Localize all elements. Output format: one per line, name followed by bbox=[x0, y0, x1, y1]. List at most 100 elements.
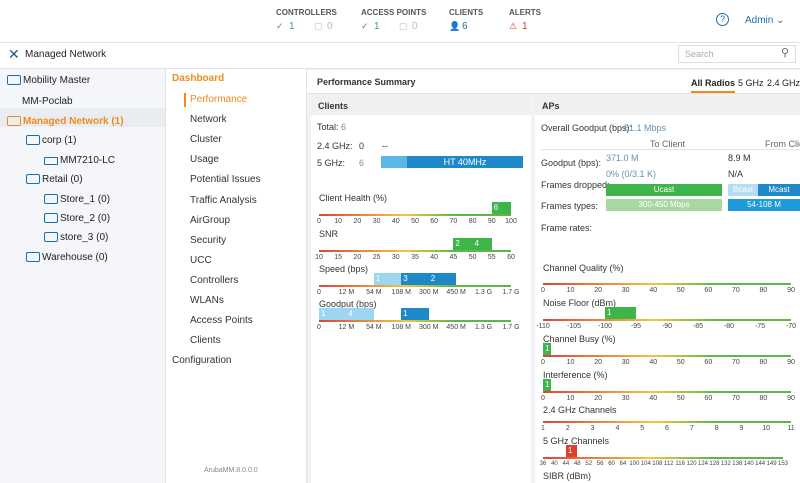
toolbar-title: Managed Network bbox=[25, 49, 107, 60]
menu-item[interactable]: UCC bbox=[190, 254, 212, 266]
tree-node[interactable]: corp (1) bbox=[42, 135, 77, 146]
stat-value[interactable]: 1 bbox=[289, 21, 295, 32]
histogram-tick: 0 bbox=[541, 359, 545, 366]
user-menu[interactable]: Admin ⌄ bbox=[745, 15, 785, 26]
tree-icon bbox=[26, 135, 40, 145]
radio-tab[interactable]: 2.4 GHz bbox=[767, 78, 800, 88]
histogram-tick: -110 bbox=[536, 323, 550, 330]
top-bar bbox=[0, 0, 800, 43]
menu-item[interactable]: AirGroup bbox=[190, 214, 231, 226]
radio-tab[interactable]: 5 GHz bbox=[738, 78, 764, 88]
histogram-tick: 52 bbox=[585, 461, 593, 467]
aps-panel-header bbox=[535, 96, 800, 115]
stat-value[interactable]: 6 bbox=[462, 21, 468, 32]
tree-icon bbox=[44, 194, 58, 204]
tree-selection bbox=[0, 108, 165, 127]
histogram-tick: -75 bbox=[754, 323, 766, 330]
help-icon[interactable]: ? bbox=[716, 13, 729, 26]
histogram-tick: 124 bbox=[697, 461, 708, 467]
client-row-value: 0 bbox=[359, 141, 365, 151]
ap-label: Frames dropped: bbox=[541, 180, 610, 190]
histogram-tick: 9 bbox=[739, 425, 744, 432]
histogram-tick: 116 bbox=[675, 461, 685, 467]
histogram-tick: 40 bbox=[430, 254, 439, 261]
tree-icon bbox=[7, 116, 21, 126]
tree-node[interactable]: Retail (0) bbox=[42, 174, 83, 185]
histogram-tick: 3 bbox=[590, 425, 595, 432]
histogram-tick: 70 bbox=[731, 395, 740, 402]
histogram-label: Speed (bps) bbox=[319, 264, 369, 274]
menu-item[interactable]: Access Points bbox=[190, 315, 253, 327]
tree-node[interactable]: store_3 (0) bbox=[60, 232, 109, 243]
tree-node[interactable]: MM-Poclab bbox=[22, 96, 73, 107]
stat-label: CLIENTS bbox=[449, 8, 484, 17]
histogram-bar: 2 bbox=[428, 273, 457, 285]
histogram-tick: -100 bbox=[597, 323, 612, 330]
ap-label: Frame rates: bbox=[541, 223, 593, 233]
histogram-tick: 90 bbox=[787, 287, 795, 294]
menu-item[interactable]: Traffic Analysis bbox=[190, 194, 257, 206]
stat-value[interactable]: 1 bbox=[522, 21, 528, 32]
histogram-tick: 25 bbox=[372, 254, 381, 261]
histogram-bar: 1 bbox=[373, 273, 402, 285]
histogram-tick: 104 bbox=[640, 461, 651, 467]
stat-label: ACCESS POINTS bbox=[361, 8, 427, 17]
mode-bar-lead bbox=[381, 156, 407, 168]
menu-heading[interactable]: Dashboard bbox=[172, 73, 225, 84]
histogram-axis bbox=[319, 250, 511, 252]
close-icon[interactable]: ✕ bbox=[8, 46, 20, 62]
menu-item[interactable]: Potential Issues bbox=[190, 174, 261, 186]
tree-icon bbox=[44, 157, 58, 165]
client-row-mode: -- bbox=[382, 141, 388, 151]
histogram-tick: 450 M bbox=[446, 324, 466, 331]
tree-node[interactable]: Managed Network (1) bbox=[23, 116, 124, 127]
version: ArubaMM.8.0.0.0 bbox=[204, 467, 258, 474]
histogram-tick: 90 bbox=[787, 395, 795, 402]
menu-item[interactable]: Clients bbox=[190, 335, 221, 347]
stat-value[interactable]: 0 bbox=[412, 21, 418, 32]
menu-footer-item[interactable]: Configuration bbox=[172, 355, 232, 366]
histogram-tick: 108 M bbox=[391, 289, 412, 296]
search-box[interactable]: Search ⚲ bbox=[678, 45, 796, 63]
radio-tab[interactable]: All Radios bbox=[691, 78, 736, 93]
histogram-tick: 70 bbox=[731, 287, 740, 294]
histogram-tick: 20 bbox=[353, 254, 362, 261]
tree-node[interactable]: Mobility Master bbox=[23, 75, 91, 86]
frame-bar: Mcast bbox=[758, 184, 800, 196]
histogram-tick: 60 bbox=[430, 218, 439, 225]
histogram-tick: 1.3 G bbox=[475, 289, 493, 296]
tree-node[interactable]: Store_1 (0) bbox=[60, 194, 111, 205]
frame-bar: 300-450 Mbps bbox=[606, 199, 722, 211]
ap-divider bbox=[541, 149, 800, 150]
tree-node[interactable]: Store_2 (0) bbox=[60, 213, 111, 224]
histogram-tick: -80 bbox=[723, 323, 735, 330]
histogram-axis bbox=[543, 421, 791, 423]
histogram-tick: 20 bbox=[594, 359, 602, 366]
search-placeholder: Search bbox=[685, 49, 714, 59]
menu-item[interactable]: Performance bbox=[190, 94, 248, 105]
stat-value[interactable]: 0 bbox=[327, 21, 333, 32]
histogram-tick: -85 bbox=[692, 323, 704, 330]
tree-node[interactable]: Warehouse (0) bbox=[42, 252, 108, 263]
histogram-tick: 112 bbox=[663, 461, 674, 467]
histogram-tick: 1.3 G bbox=[475, 324, 493, 331]
stat-value[interactable]: 1 bbox=[374, 21, 380, 32]
menu-item[interactable]: Cluster bbox=[190, 134, 222, 146]
histogram-tick: 6 bbox=[665, 425, 669, 432]
menu-item[interactable]: Usage bbox=[190, 154, 219, 166]
histogram-tick: 50 bbox=[468, 254, 477, 261]
menu-item[interactable]: Controllers bbox=[190, 274, 239, 286]
menu-item[interactable]: WLANs bbox=[190, 295, 224, 306]
menu-item[interactable]: Security bbox=[190, 234, 227, 246]
histogram-tick: 100 bbox=[505, 218, 517, 225]
histogram-tick: 108 M bbox=[391, 324, 412, 331]
histogram-tick: 12 M bbox=[338, 289, 355, 296]
menu-item[interactable]: Network bbox=[190, 114, 227, 126]
histogram-tick: 40 bbox=[551, 461, 558, 467]
tree-node[interactable]: MM7210-LC bbox=[60, 155, 116, 166]
histogram-tick: 40 bbox=[649, 287, 658, 294]
histogram-tick: 20 bbox=[594, 287, 602, 294]
histogram-tick: 120 bbox=[686, 461, 697, 467]
stat-icon: ⚠ bbox=[509, 21, 518, 31]
